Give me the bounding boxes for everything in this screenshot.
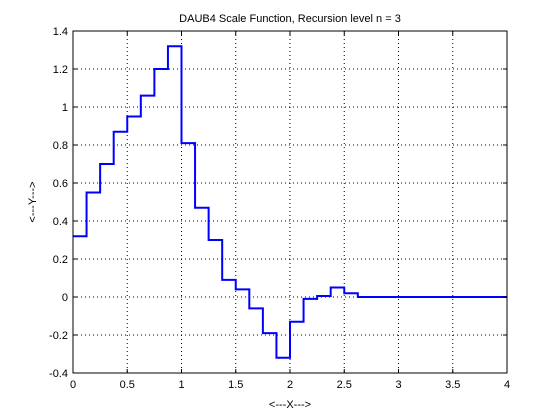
x-tick-label: 0.5 [120,379,135,391]
y-tick-label: 1.4 [53,26,68,38]
x-tick-label: 3.5 [445,379,460,391]
y-tick-label: -0.4 [49,368,68,380]
y-tick-label: 0.2 [53,254,68,266]
chart-title: DAUB4 Scale Function, Recursion level n … [179,13,401,25]
x-tick-label: 2.5 [337,379,352,391]
y-tick-labels: -0.4 -0.2 0 0.2 0.4 0.6 0.8 1 1.2 1.4 [49,26,68,380]
series-line [73,45,507,359]
x-tick-labels: 0 0.5 1 1.5 2 2.5 3 3.5 4 [70,379,510,391]
y-tick-label: 0.4 [53,216,68,228]
x-tick-label: 4 [504,379,510,391]
y-tick-label: 1.2 [53,64,68,76]
y-tick-label: 0.8 [53,140,68,152]
y-tick-label: 1 [62,102,68,114]
x-axis-label: <---X---> [269,399,311,411]
x-tick-label: 2 [287,379,293,391]
y-tick-label: 0 [62,292,68,304]
x-tick-label: 0 [70,379,76,391]
ticks [72,30,508,374]
y-axis-label: <---Y---> [27,181,39,222]
series-layer [73,45,507,359]
x-tick-label: 1 [178,379,184,391]
x-tick-label: 3 [395,379,401,391]
x-tick-label: 1.5 [228,379,243,391]
y-tick-label: 0.6 [53,178,68,190]
grid [73,31,507,373]
y-tick-label: -0.2 [49,330,68,342]
